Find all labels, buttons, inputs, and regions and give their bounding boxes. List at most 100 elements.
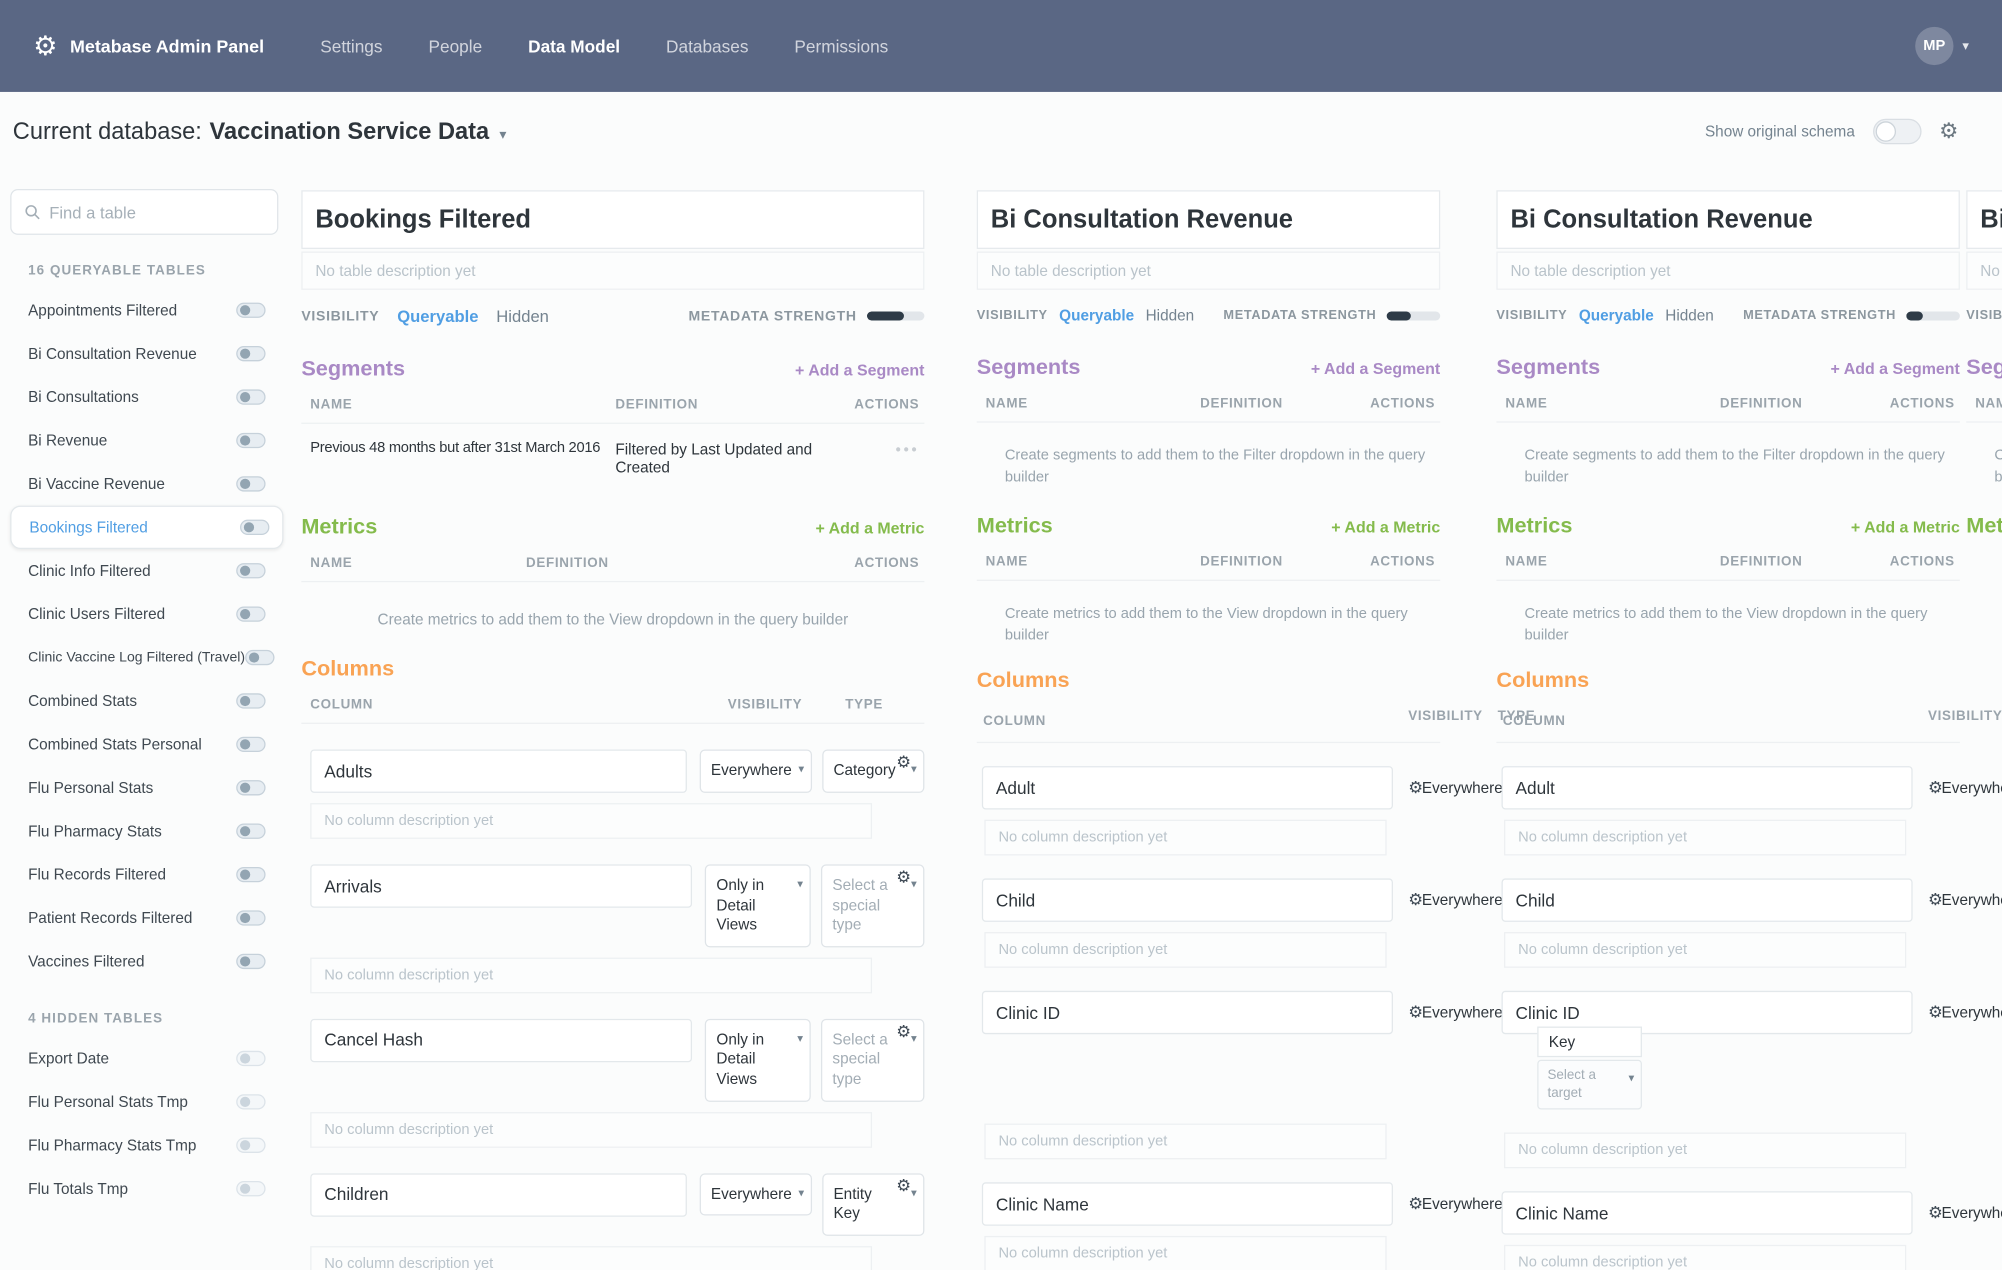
column-type-select[interactable]: Category ▾ bbox=[821, 749, 925, 793]
nav-item-data-model[interactable]: Data Model bbox=[528, 36, 621, 56]
table-name-field[interactable]: Bookings Filtered bbox=[301, 190, 925, 249]
table-description-input[interactable] bbox=[976, 251, 1441, 290]
sidebar-item-bookings-filtered[interactable]: Bookings Filtered bbox=[10, 505, 284, 550]
column-visibility-select[interactable]: ⚙Everywhere bbox=[1408, 889, 1503, 910]
column-description-input[interactable] bbox=[310, 1111, 873, 1148]
column-description-input[interactable] bbox=[1504, 1245, 1907, 1270]
column-name-input[interactable] bbox=[310, 864, 693, 908]
column-name-input[interactable] bbox=[310, 1172, 687, 1217]
nav-item-people[interactable]: People bbox=[428, 36, 483, 56]
column-settings-gear-icon[interactable]: ⚙ bbox=[1927, 1203, 1943, 1223]
sidebar-item-flu-personal-stats[interactable]: Flu Personal Stats bbox=[10, 766, 278, 809]
nav-item-settings[interactable]: Settings bbox=[320, 36, 383, 56]
column-description-input[interactable] bbox=[984, 819, 1387, 856]
add-segment-button[interactable]: + Add a Segment bbox=[1830, 360, 1960, 378]
column-visibility-select[interactable]: ⚙Everywhere bbox=[1927, 1203, 2002, 1223]
hidden-option[interactable]: Hidden bbox=[1145, 306, 1195, 325]
column-visibility-select[interactable]: Everywhere ▾ bbox=[699, 749, 812, 793]
queryable-option[interactable]: Queryable bbox=[1059, 306, 1135, 325]
segment-name[interactable]: Previous 48 months but after 31st March … bbox=[310, 440, 601, 456]
table-search[interactable] bbox=[10, 188, 279, 235]
table-visibility-toggle[interactable] bbox=[236, 1137, 266, 1153]
sidebar-item-combined-stats[interactable]: Combined Stats bbox=[10, 679, 278, 722]
sidebar-item-clinic-users-filtered[interactable]: Clinic Users Filtered bbox=[10, 592, 278, 635]
fk-key-field[interactable]: Key bbox=[1537, 1026, 1642, 1058]
column-name-input[interactable] bbox=[981, 1182, 1393, 1226]
column-type-select[interactable]: Select a special type ▾ bbox=[820, 1018, 925, 1102]
table-visibility-toggle[interactable] bbox=[236, 866, 266, 883]
column-settings-gear-icon[interactable]: ⚙ bbox=[1927, 889, 1943, 910]
table-visibility-toggle[interactable] bbox=[240, 519, 270, 535]
column-visibility-select[interactable]: ⚙Everywhere bbox=[1927, 1002, 2002, 1022]
table-visibility-toggle[interactable] bbox=[236, 1181, 266, 1197]
table-visibility-toggle[interactable] bbox=[236, 389, 266, 405]
sidebar-item-flu-records-filtered[interactable]: Flu Records Filtered bbox=[10, 853, 278, 896]
table-visibility-toggle[interactable] bbox=[236, 953, 266, 970]
column-visibility-select[interactable]: ⚙Everywhere bbox=[1927, 889, 2002, 910]
column-settings-gear-icon[interactable]: ⚙ bbox=[1927, 777, 1943, 797]
table-visibility-toggle[interactable] bbox=[245, 649, 275, 666]
show-original-schema-toggle[interactable] bbox=[1872, 118, 1922, 145]
column-description-input[interactable] bbox=[1504, 819, 1907, 856]
column-description-input[interactable] bbox=[984, 1235, 1387, 1270]
sidebar-item-patient-records-filtered[interactable]: Patient Records Filtered bbox=[10, 896, 278, 939]
sidebar-item-export-date[interactable]: Export Date bbox=[10, 1037, 278, 1080]
sidebar-item-appointments-filtered[interactable]: Appointments Filtered bbox=[10, 289, 278, 332]
column-settings-gear-icon[interactable]: ⚙ bbox=[1408, 1002, 1424, 1022]
table-visibility-toggle[interactable] bbox=[236, 1050, 266, 1067]
column-description-input[interactable] bbox=[310, 803, 873, 839]
queryable-option[interactable]: Queryable bbox=[397, 306, 479, 326]
segment-actions-icon[interactable]: ••• bbox=[895, 440, 920, 459]
column-name-input[interactable] bbox=[1501, 1191, 1913, 1236]
table-visibility-toggle[interactable] bbox=[236, 693, 266, 709]
table-visibility-toggle[interactable] bbox=[236, 780, 266, 796]
column-name-input[interactable] bbox=[1501, 766, 1913, 810]
table-visibility-toggle[interactable] bbox=[236, 476, 266, 492]
table-visibility-toggle[interactable] bbox=[236, 606, 266, 622]
table-visibility-toggle[interactable] bbox=[236, 823, 266, 839]
nav-item-databases[interactable]: Databases bbox=[666, 36, 749, 56]
current-database-selector[interactable]: Current database: Vaccination Service Da… bbox=[13, 117, 507, 145]
queryable-option[interactable]: Queryable bbox=[1578, 306, 1654, 325]
column-settings-gear-icon[interactable]: ⚙ bbox=[896, 1175, 912, 1195]
column-type-select[interactable]: Select a special type ▾ bbox=[820, 864, 925, 948]
sidebar-item-flu-pharmacy-stats[interactable]: Flu Pharmacy Stats bbox=[10, 809, 278, 852]
brand-title[interactable]: Metabase Admin Panel bbox=[70, 35, 265, 57]
column-visibility-select[interactable]: ⚙Everywhere bbox=[1927, 777, 2002, 797]
table-description-input[interactable] bbox=[301, 251, 925, 290]
add-segment-button[interactable]: + Add a Segment bbox=[795, 361, 925, 380]
column-description-input[interactable] bbox=[1504, 932, 1907, 968]
table-visibility-toggle[interactable] bbox=[236, 1094, 266, 1110]
column-description-input[interactable] bbox=[984, 1123, 1387, 1160]
column-visibility-select[interactable]: ⚙Everywhere bbox=[1408, 1193, 1503, 1213]
table-visibility-toggle[interactable] bbox=[236, 563, 266, 579]
column-name-input[interactable] bbox=[981, 766, 1393, 810]
sidebar-item-flu-pharmacy-stats-tmp[interactable]: Flu Pharmacy Stats Tmp bbox=[10, 1124, 278, 1167]
column-description-input[interactable] bbox=[1504, 1132, 1907, 1169]
table-description-input[interactable] bbox=[1496, 251, 1960, 290]
sidebar-item-bi-consultations[interactable]: Bi Consultations bbox=[10, 375, 278, 418]
sidebar-item-clinic-info-filtered[interactable]: Clinic Info Filtered bbox=[10, 549, 278, 592]
table-name-field[interactable]: Bi Consultation Revenue bbox=[976, 190, 1441, 249]
fk-target-select[interactable]: Select a target ▾ bbox=[1537, 1059, 1642, 1110]
column-visibility-select[interactable]: Only in Detail Views ▾ bbox=[704, 864, 811, 948]
column-visibility-select[interactable]: Only in Detail Views ▾ bbox=[704, 1018, 811, 1102]
avatar[interactable]: MP bbox=[1915, 26, 1954, 66]
add-metric-button[interactable]: + Add a Metric bbox=[1331, 517, 1441, 536]
sidebar-item-flu-totals-tmp[interactable]: Flu Totals Tmp bbox=[10, 1167, 278, 1210]
table-name-field[interactable]: Bi Consultation Revenue bbox=[1496, 190, 1960, 249]
column-description-input[interactable] bbox=[310, 1245, 873, 1270]
search-input[interactable] bbox=[49, 202, 265, 222]
table-visibility-toggle[interactable] bbox=[236, 346, 266, 362]
column-name-input[interactable] bbox=[310, 749, 687, 793]
add-segment-button[interactable]: + Add a Segment bbox=[1310, 360, 1441, 378]
table-visibility-toggle[interactable] bbox=[236, 736, 266, 753]
table-visibility-toggle[interactable] bbox=[236, 910, 266, 926]
column-name-input[interactable] bbox=[981, 878, 1393, 922]
settings-gear-icon[interactable]: ⚙ bbox=[1939, 118, 1959, 144]
sidebar-item-bi-consultation-revenue[interactable]: Bi Consultation Revenue bbox=[10, 332, 278, 375]
column-settings-gear-icon[interactable]: ⚙ bbox=[1927, 1002, 1943, 1022]
sidebar-item-bi-revenue[interactable]: Bi Revenue bbox=[10, 419, 278, 462]
column-description-input[interactable] bbox=[310, 957, 873, 994]
column-name-input[interactable] bbox=[310, 1018, 693, 1063]
